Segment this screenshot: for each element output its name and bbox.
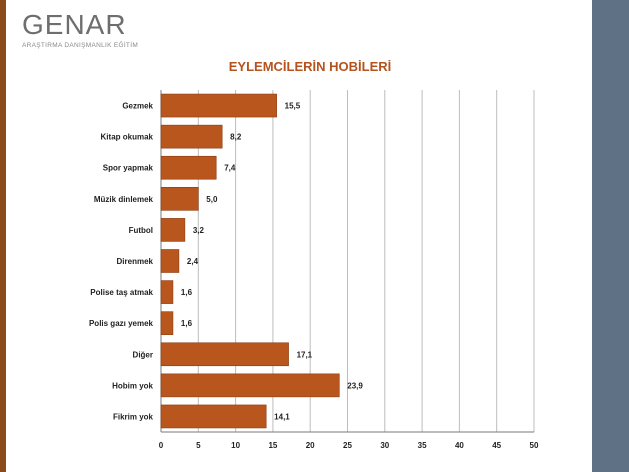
bar-3 xyxy=(160,187,199,211)
value-label: 2,4 xyxy=(187,257,199,266)
category-label: Polise taş atmak xyxy=(90,288,153,297)
left-border-strip xyxy=(0,0,6,472)
bar-5 xyxy=(160,249,180,273)
category-label: Futbol xyxy=(129,226,153,235)
bar-1 xyxy=(160,124,223,149)
bar-8 xyxy=(160,342,289,367)
x-tick-label: 30 xyxy=(380,441,389,450)
logo-name: GENAR xyxy=(22,9,127,40)
category-label: Fikrim yok xyxy=(113,412,154,421)
chart-title: EYLEMCİLERİN HOBİLERİ xyxy=(229,59,392,74)
x-tick-label: 20 xyxy=(306,441,315,450)
value-label: 1,6 xyxy=(181,288,193,297)
value-label: 1,6 xyxy=(181,319,193,328)
category-label: Direnmek xyxy=(117,257,154,266)
value-label: 7,4 xyxy=(224,164,236,173)
x-tick-label: 50 xyxy=(530,441,539,450)
value-label: 17,1 xyxy=(297,350,313,359)
right-side-panel xyxy=(592,0,629,472)
category-label: Diğer xyxy=(133,350,153,359)
value-label: 8,2 xyxy=(230,133,242,142)
category-label: Kitap okumak xyxy=(101,133,154,142)
x-tick-label: 5 xyxy=(196,441,201,450)
logo-tagline: ARAŞTIRMA DANIŞMANLIK EĞİTİM xyxy=(22,42,139,49)
value-label: 5,0 xyxy=(206,195,218,204)
bar-9 xyxy=(160,373,340,398)
labels-layer: 0 5 10 15 20 25 30 35 40 45 50 Gezmek 15,5 Kitap okum… xyxy=(89,102,539,450)
genar-logo: GENAR ARAŞTIRMA DANIŞMANLIK EĞİTİM xyxy=(22,9,139,50)
x-tick-label: 25 xyxy=(343,441,352,450)
value-label: 15,5 xyxy=(285,102,301,111)
bar-4 xyxy=(160,218,186,242)
x-tick-label: 15 xyxy=(268,441,277,450)
x-tick-label: 35 xyxy=(418,441,427,450)
category-label: Müzik dinlemek xyxy=(94,195,154,204)
value-label: 3,2 xyxy=(193,226,205,235)
category-label: Hobim yok xyxy=(112,381,153,390)
bar-0 xyxy=(160,93,277,118)
x-tick-label: 45 xyxy=(492,441,501,450)
value-label: 14,1 xyxy=(274,412,290,421)
category-label: Gezmek xyxy=(122,102,153,111)
category-label: Spor yapmak xyxy=(103,164,154,173)
category-label: Polis gazı yemek xyxy=(89,319,154,328)
bars-layer xyxy=(160,93,340,429)
bar-10 xyxy=(160,404,267,429)
x-tick-label: 10 xyxy=(231,441,240,450)
value-label: 23,9 xyxy=(347,381,363,390)
bar-6 xyxy=(160,280,174,304)
bar-2 xyxy=(160,155,217,180)
x-tick-label: 0 xyxy=(159,441,164,450)
x-tick-label: 40 xyxy=(455,441,464,450)
bar-7 xyxy=(160,311,174,335)
